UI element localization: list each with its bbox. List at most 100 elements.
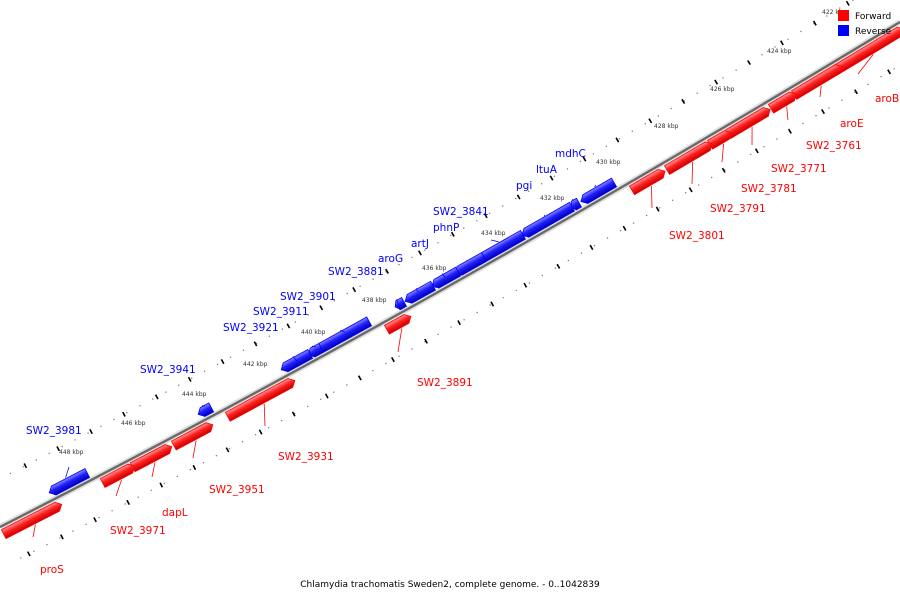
ring-tick: [616, 138, 619, 142]
ring-tick: [590, 245, 593, 249]
ring-dot: [735, 70, 736, 71]
ring-tick: [353, 287, 356, 291]
gene-label-sw2_3941[interactable]: SW2_3941: [140, 364, 196, 376]
ring-dot: [489, 213, 490, 214]
gene-label-sw2_3931[interactable]: SW2_3931: [278, 451, 334, 463]
ring-tick: [425, 339, 428, 343]
ring-tick: [254, 342, 256, 346]
kbp-tick-label: 446 kbp: [121, 420, 146, 427]
gene-label-mdhc[interactable]: mdhC: [555, 148, 586, 160]
ring-tick: [814, 21, 817, 25]
kbp-tick-label: 424 kbp: [767, 48, 792, 55]
ring-tick: [656, 207, 659, 211]
gene-label-dapl[interactable]: dapL: [162, 507, 188, 519]
gene-label-sw2_3791[interactable]: SW2_3791: [710, 203, 766, 215]
ring-dot: [242, 441, 243, 442]
ring-dot: [450, 235, 451, 236]
kbp-tick-label: 440 kbp: [301, 329, 326, 336]
ring-dot: [671, 108, 672, 109]
ring-dot: [697, 93, 698, 94]
gene-connector: [152, 462, 155, 477]
ring-dot: [619, 138, 620, 139]
gene-connector: [491, 240, 499, 242]
gene-label-sw2_3841[interactable]: SW2_3841: [433, 206, 489, 218]
ring-dot: [98, 517, 99, 518]
ring-dot: [190, 469, 191, 470]
kbp-tick-label: 442 kbp: [243, 361, 268, 368]
ring-dot: [320, 399, 321, 400]
ring-dot: [568, 260, 569, 261]
gene-label-pros[interactable]: proS: [40, 564, 64, 576]
ring-tick: [756, 149, 759, 153]
map-caption: Chlamydia trachomatis Sweden2, complete …: [300, 580, 600, 590]
ring-dot: [594, 245, 595, 246]
gene-label-ltua[interactable]: ltuA: [536, 164, 558, 176]
gene-label-arog[interactable]: aroG: [378, 253, 403, 265]
ring-dot: [62, 446, 63, 447]
gene-label-aroe[interactable]: aroE: [840, 118, 864, 130]
gene-connector: [544, 215, 545, 216]
gene-label-arob[interactable]: aroB: [875, 93, 899, 105]
kbp-tick-label: 432 kbp: [540, 195, 565, 202]
ring-tick: [160, 483, 162, 487]
ring-tick: [189, 377, 191, 381]
ring-tick: [61, 535, 63, 540]
ring-tick: [326, 394, 328, 398]
ring-dot: [620, 230, 621, 231]
ring-dot: [411, 257, 412, 258]
gene-label-sw2_3901[interactable]: SW2_3901: [280, 291, 336, 303]
ring-tick: [524, 283, 526, 287]
ring-tick: [550, 176, 553, 180]
ring-dot: [750, 154, 751, 155]
gene-label-sw2_3771[interactable]: SW2_3771: [771, 163, 827, 175]
ring-dot: [204, 371, 205, 372]
ring-dot: [880, 76, 881, 77]
ring-tick: [689, 188, 692, 192]
gene-label-sw2_3881[interactable]: SW2_3881: [328, 266, 384, 278]
ring-dot: [164, 483, 165, 484]
ring-dot: [72, 530, 73, 531]
gene-label-sw2_3781[interactable]: SW2_3781: [741, 183, 797, 195]
ring-dot: [87, 432, 88, 433]
ring-dot: [152, 398, 153, 399]
gene-label-sw2_3891[interactable]: SW2_3891: [417, 377, 473, 389]
ring-tick: [623, 226, 626, 230]
gene-label-sw2_3921[interactable]: SW2_3921: [223, 322, 279, 334]
legend-forward-swatch: [838, 10, 849, 21]
ring-dot: [346, 384, 347, 385]
ring-dot: [852, 0, 853, 1]
ring-tick: [320, 306, 323, 310]
ring-dot: [268, 427, 269, 428]
gene-label-sw2_3971[interactable]: SW2_3971: [110, 525, 166, 537]
ring-dot: [685, 192, 686, 193]
ring-tick: [392, 357, 395, 361]
gene-label-sw2_3981[interactable]: SW2_3981: [26, 425, 82, 437]
legend: Forward Reverse: [838, 10, 892, 37]
ring-dot: [607, 237, 608, 238]
gene-label-sw2_3761[interactable]: SW2_3761: [806, 140, 862, 152]
gene-connector: [193, 441, 196, 459]
ring-dot: [437, 242, 438, 243]
gene-label-phnp[interactable]: phnP: [433, 222, 459, 234]
ring-dot: [541, 183, 542, 184]
ring-dot: [787, 39, 788, 40]
ring-dot: [411, 348, 412, 349]
ring-tick: [156, 395, 158, 400]
ring-dot: [372, 278, 373, 279]
gene-label-artj[interactable]: artJ: [411, 238, 429, 250]
ring-dot: [672, 200, 673, 201]
ring-dot: [841, 100, 842, 101]
gene-label-sw2_3801[interactable]: SW2_3801: [669, 230, 725, 242]
gene-label-sw2_3951[interactable]: SW2_3951: [209, 484, 265, 496]
ring-dot: [217, 364, 218, 365]
ring-dot: [282, 328, 283, 329]
ring-dot: [516, 290, 517, 291]
gene-label-pgi[interactable]: pgi: [516, 180, 532, 192]
ring-tick: [781, 41, 784, 45]
ring-tick: [386, 269, 389, 273]
gene-arrow-sw2_3931[interactable]: [225, 376, 297, 421]
ring-dot: [477, 312, 478, 313]
ring-dot: [476, 220, 477, 221]
gene-label-sw2_3911[interactable]: SW2_3911: [253, 306, 309, 318]
ring-dot: [74, 439, 75, 440]
